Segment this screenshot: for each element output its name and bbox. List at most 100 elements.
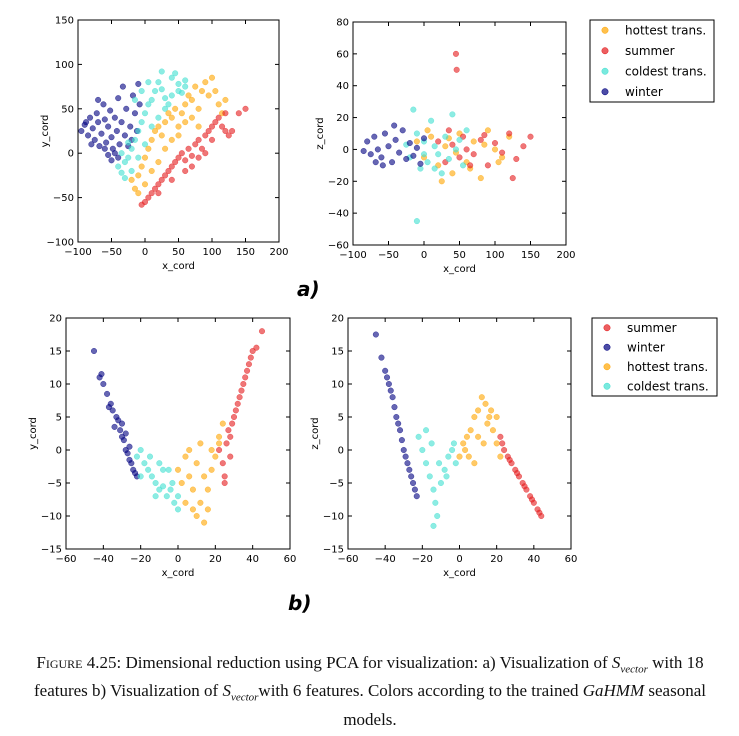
- point-coldest-trans-: [138, 119, 145, 126]
- point-winter: [387, 387, 394, 394]
- y-tick-label: −60: [328, 241, 349, 252]
- point-winter: [118, 420, 125, 427]
- point-coldest-trans-: [156, 460, 163, 467]
- caption-text-3: with 6 features. Colors according to the…: [258, 681, 579, 701]
- point-summer: [245, 361, 252, 368]
- y-tick-label: 15: [331, 347, 344, 358]
- point-summer: [514, 470, 521, 477]
- point-hottest-trans-: [201, 519, 208, 526]
- point-winter: [374, 146, 381, 153]
- point-winter: [402, 453, 409, 460]
- x-tick-label: 60: [565, 554, 578, 565]
- point-hottest-trans-: [204, 506, 211, 513]
- point-winter: [121, 132, 128, 139]
- point-winter: [122, 430, 129, 437]
- caption-svector-1: Svector: [611, 653, 648, 676]
- point-hottest-trans-: [424, 127, 431, 134]
- y-tick-label: −100: [47, 238, 74, 249]
- point-winter: [379, 162, 386, 169]
- point-winter: [396, 149, 403, 156]
- point-coldest-trans-: [432, 499, 439, 506]
- y-tick-label: −10: [41, 512, 62, 523]
- point-winter: [413, 144, 420, 151]
- point-coldest-trans-: [460, 162, 467, 169]
- point-winter: [131, 110, 138, 117]
- chart-b2: −60 −40 −20 0 20 40 60 −15 −10 −5 0 5 10 15 20 x_cord z_…: [310, 314, 577, 580]
- x-tick-label: 0: [175, 554, 181, 565]
- point-summer: [221, 473, 228, 480]
- point-coldest-trans-: [434, 513, 441, 520]
- point-summer: [223, 440, 230, 447]
- point-coldest-trans-: [146, 453, 153, 460]
- point-winter: [381, 130, 388, 137]
- point-coldest-trans-: [169, 480, 176, 487]
- point-hottest-trans-: [135, 172, 142, 179]
- point-hottest-trans-: [138, 163, 145, 170]
- point-summer: [225, 132, 232, 139]
- point-summer: [205, 127, 212, 134]
- point-hottest-trans-: [486, 414, 493, 421]
- legend-label: hottest trans.: [625, 23, 706, 37]
- point-hottest-trans-: [465, 453, 472, 460]
- point-hottest-trans-: [208, 466, 215, 473]
- x-tick-label: 0: [142, 247, 148, 258]
- legend-label: summer: [627, 321, 677, 335]
- point-summer: [219, 460, 226, 467]
- point-hottest-trans-: [484, 127, 491, 134]
- point-coldest-trans-: [426, 473, 433, 480]
- point-hottest-trans-: [178, 110, 185, 117]
- point-coldest-trans-: [175, 80, 182, 87]
- point-winter: [406, 466, 413, 473]
- point-summer: [138, 201, 145, 208]
- point-summer: [148, 190, 155, 197]
- point-hottest-trans-: [131, 185, 138, 192]
- point-coldest-trans-: [445, 155, 452, 162]
- point-hottest-trans-: [208, 447, 215, 454]
- y-tick-label: 0: [343, 145, 349, 156]
- point-coldest-trans-: [135, 154, 142, 161]
- y-tick-label: −15: [323, 545, 344, 556]
- point-summer: [527, 133, 534, 140]
- point-hottest-trans-: [128, 176, 135, 183]
- point-coldest-trans-: [141, 460, 148, 467]
- x-tick-label: 20: [209, 554, 222, 565]
- point-coldest-trans-: [148, 473, 155, 480]
- point-hottest-trans-: [195, 123, 202, 130]
- point-hottest-trans-: [208, 74, 215, 81]
- point-coldest-trans-: [125, 139, 132, 146]
- panel-a-label: a): [297, 277, 320, 301]
- point-coldest-trans-: [115, 163, 122, 170]
- point-hottest-trans-: [442, 143, 449, 150]
- point-coldest-trans-: [442, 133, 449, 140]
- point-coldest-trans-: [445, 453, 452, 460]
- y-tick-label: 100: [55, 60, 74, 71]
- point-summer: [497, 433, 504, 440]
- point-hottest-trans-: [193, 513, 200, 520]
- point-winter: [421, 135, 428, 142]
- point-summer: [509, 175, 516, 182]
- point-winter: [95, 119, 102, 126]
- point-hottest-trans-: [475, 433, 482, 440]
- points-a2: [360, 50, 534, 225]
- point-summer: [188, 163, 195, 170]
- point-summer: [484, 162, 491, 169]
- point-coldest-trans-: [163, 493, 170, 500]
- point-hottest-trans-: [145, 145, 152, 152]
- point-coldest-trans-: [141, 141, 148, 148]
- legend-label: coldest trans.: [625, 64, 707, 78]
- point-summer: [229, 420, 236, 427]
- point-hottest-trans-: [481, 141, 488, 148]
- point-winter: [367, 151, 374, 158]
- point-summer: [175, 154, 182, 161]
- legend-label: summer: [625, 44, 675, 58]
- point-winter: [89, 125, 96, 132]
- point-coldest-trans-: [131, 136, 138, 143]
- point-winter: [371, 133, 378, 140]
- point-coldest-trans-: [413, 130, 420, 137]
- point-hottest-trans-: [152, 127, 159, 134]
- x-tick-label: 200: [556, 250, 575, 261]
- point-summer: [528, 496, 535, 503]
- point-coldest-trans-: [152, 88, 159, 95]
- point-coldest-trans-: [118, 150, 125, 157]
- legend-b2: summer winter hottest trans. coldest trans.: [591, 317, 718, 397]
